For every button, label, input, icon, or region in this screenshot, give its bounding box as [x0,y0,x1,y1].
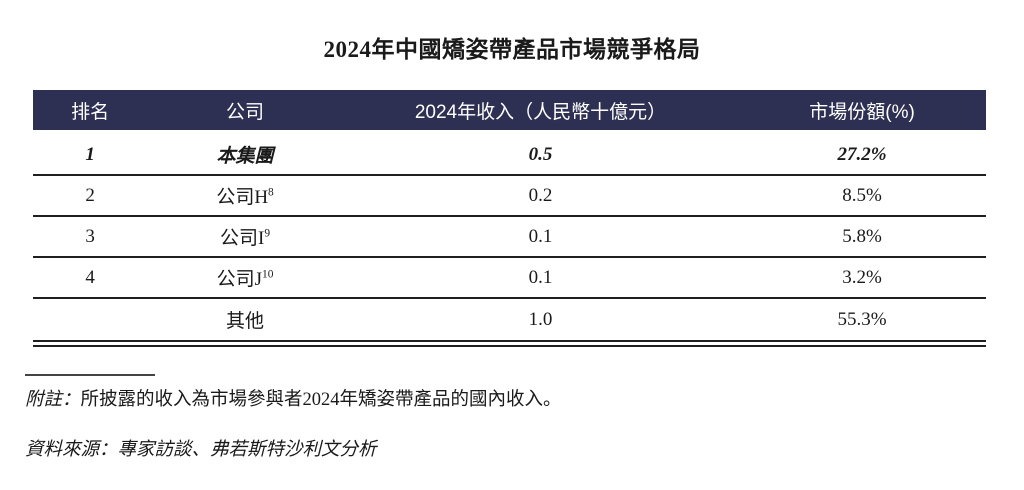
rank-cell: 4 [85,266,95,288]
share-cell: 5.8% [842,225,882,247]
footnote-rule [25,374,155,376]
share-cell: 8.5% [842,184,882,206]
revenue-cell: 0.1 [528,225,553,247]
footnote: 附註：所披露的收入為市場參與者2024年矯姿帶產品的國內收入。 [25,385,1024,411]
footnote-label: 附註： [25,390,81,410]
rank-cell: 2 [85,184,95,206]
company-cell: 公司H8 [216,186,274,208]
table-row: 3 公司I9 0.1 5.8% [33,217,986,258]
revenue-cell: 0.2 [528,184,553,206]
rank-cell: 3 [85,225,95,247]
share-cell: 55.3% [837,308,887,330]
document-page: 2024年中國矯姿帶產品市場競爭格局 排名 公司 2024年收入（人民幣十億元）… [0,30,1024,490]
company-cell: 本集團 [216,146,274,167]
share-cell: 27.2% [837,143,887,165]
rank-cell: 1 [85,143,95,165]
table-row: 2 公司H8 0.2 8.5% [33,176,986,217]
header-company: 公司 [226,101,265,123]
header-market-share: 市場份額(%) [809,101,915,123]
table-title: 2024年中國矯姿帶產品市場競爭格局 [323,37,701,62]
table-header-row: 排名 公司 2024年收入（人民幣十億元） 市場份額(%) [33,90,986,130]
footnote-reference: 10 [262,268,274,281]
table-body: 1 本集團 0.5 27.2% 2 公司H8 0.2 8.5% 3 公司I9 0.1 5.8% 4 公司J… [33,135,986,340]
revenue-cell: 0.1 [528,266,553,288]
source-line: 資料來源：專家訪談、弗若斯特沙利文分析 [25,440,377,460]
share-cell: 3.2% [842,266,882,288]
header-rank: 排名 [71,101,110,123]
footnote-reference: 9 [264,227,271,240]
table-bottom-double-rule [33,340,986,347]
company-cell: 其他 [226,311,265,332]
company-cell: 公司J10 [216,268,274,290]
company-cell: 公司I9 [220,227,271,249]
footnote-text: 所披露的收入為市場參與者2024年矯姿帶產品的國內收入。 [80,390,562,410]
table-row: 其他 1.0 55.3% [33,299,986,340]
footnote-reference: 8 [268,186,274,199]
header-revenue: 2024年收入（人民幣十億元） [414,101,667,123]
table-row: 4 公司J10 0.1 3.2% [33,258,986,299]
revenue-cell: 1.0 [528,308,553,330]
table-row: 1 本集團 0.5 27.2% [33,135,986,176]
competition-table: 排名 公司 2024年收入（人民幣十億元） 市場份額(%) 1 本集團 0.5 27.… [33,90,986,347]
revenue-cell: 0.5 [528,143,553,165]
